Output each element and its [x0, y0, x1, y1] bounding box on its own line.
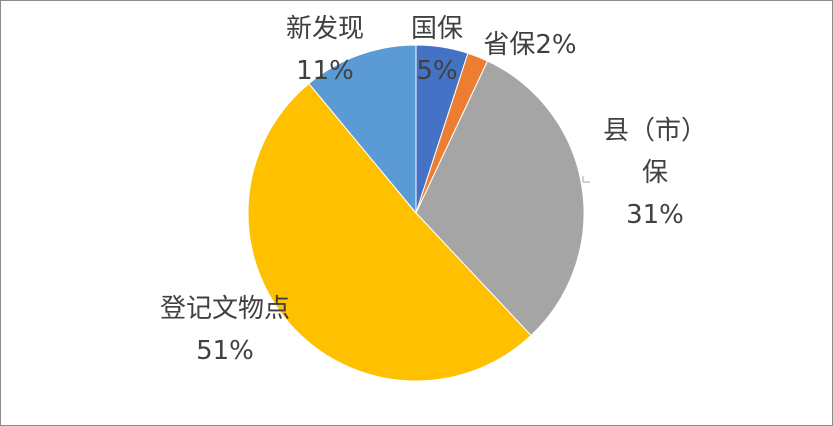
value-label: 51% [196, 336, 254, 366]
value-label: 5% [416, 56, 458, 86]
category-label: 省保 [483, 30, 536, 60]
data-label: 登记文物点 51% [150, 288, 300, 372]
data-label: 国保 5% [392, 8, 482, 92]
category-label: 新发现 [285, 14, 364, 44]
data-label: 省保2% [470, 24, 590, 66]
data-label: 县（市）保 31% [595, 110, 715, 236]
category-label: 国保 [410, 14, 463, 44]
category-label: 登记文物点 [159, 294, 290, 324]
pie-slice [415, 60, 585, 337]
pie-slice [308, 44, 417, 215]
value-label: 2% [535, 30, 577, 60]
value-label: 11% [296, 56, 354, 86]
leader-line [582, 176, 590, 183]
value-label: 31% [626, 200, 684, 230]
data-label: 新发现 11% [270, 8, 380, 92]
pie-slice [247, 82, 532, 382]
category-label: 县（市）保 [602, 116, 707, 188]
